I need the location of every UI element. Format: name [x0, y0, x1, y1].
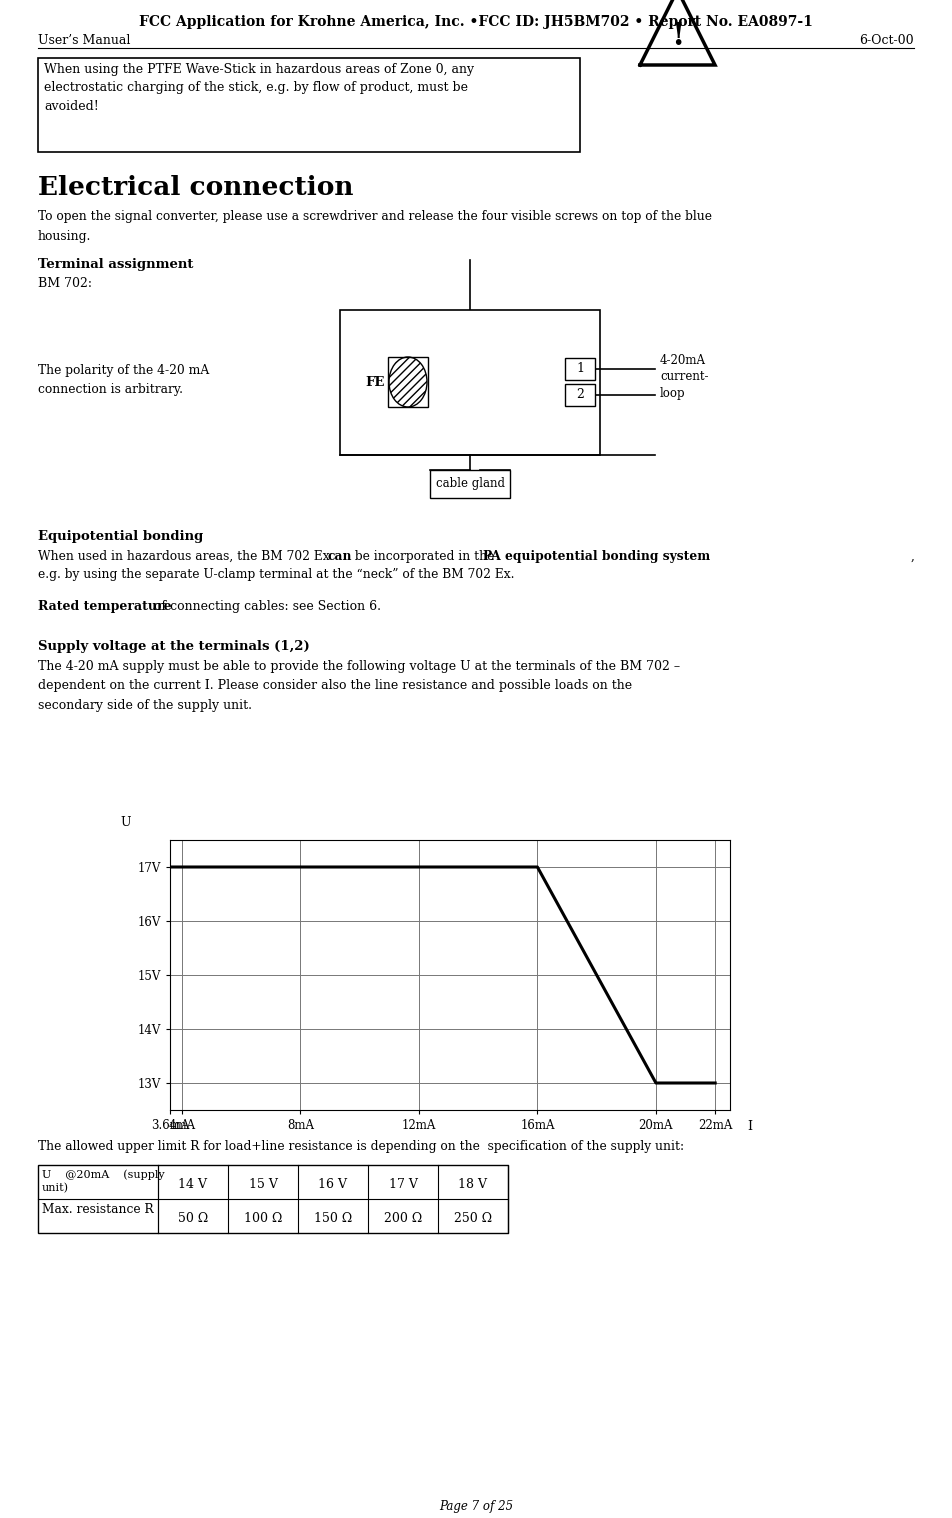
Bar — [340, 310, 600, 455]
Text: User’s Manual: User’s Manual — [38, 33, 130, 47]
Text: Terminal assignment: Terminal assignment — [38, 258, 193, 272]
Text: 4-20mA
current-
loop: 4-20mA current- loop — [660, 354, 708, 401]
Bar — [430, 471, 510, 498]
Text: When used in hazardous areas, the BM 702 Ex: When used in hazardous areas, the BM 702… — [38, 550, 333, 563]
Bar — [565, 384, 595, 405]
Text: Equipotential bonding: Equipotential bonding — [38, 530, 203, 543]
Text: !: ! — [671, 21, 684, 52]
Text: 18 V: 18 V — [459, 1178, 487, 1190]
Text: 200 Ω: 200 Ω — [384, 1211, 422, 1225]
Bar — [565, 358, 595, 380]
Text: 1: 1 — [576, 363, 584, 375]
Text: ,: , — [910, 550, 914, 563]
Text: Max. resistance R: Max. resistance R — [42, 1202, 153, 1216]
Text: e.g. by using the separate U-clamp terminal at the “neck” of the BM 702 Ex.: e.g. by using the separate U-clamp termi… — [38, 568, 514, 581]
Text: Rated temperature: Rated temperature — [38, 600, 171, 613]
Bar — [388, 357, 428, 407]
Text: FCC Application for Krohne America, Inc. •FCC ID: JH5BM702 • Report No. EA0897-1: FCC Application for Krohne America, Inc.… — [139, 15, 813, 29]
Text: 17 V: 17 V — [388, 1178, 417, 1190]
Text: be incorporated in the: be incorporated in the — [351, 550, 498, 563]
Text: PA equipotential bonding system: PA equipotential bonding system — [483, 550, 710, 563]
Text: 250 Ω: 250 Ω — [454, 1211, 492, 1225]
Text: 100 Ω: 100 Ω — [244, 1211, 282, 1225]
Text: The 4-20 mA supply must be able to provide the following voltage U at the termin: The 4-20 mA supply must be able to provi… — [38, 660, 680, 712]
Text: FE: FE — [366, 375, 385, 389]
Text: Page 7 of 25: Page 7 of 25 — [439, 1500, 513, 1513]
Text: 2: 2 — [576, 389, 584, 401]
Text: cable gland: cable gland — [435, 478, 505, 490]
Text: 14 V: 14 V — [179, 1178, 208, 1190]
Text: unit): unit) — [42, 1183, 69, 1193]
Text: 150 Ω: 150 Ω — [314, 1211, 352, 1225]
Text: BM 702:: BM 702: — [38, 276, 92, 290]
Text: To open the signal converter, please use a screwdriver and release the four visi: To open the signal converter, please use… — [38, 209, 712, 243]
Bar — [38, 58, 580, 152]
Text: U: U — [120, 817, 130, 829]
Text: U    @20mA    (supply: U @20mA (supply — [42, 1169, 165, 1179]
Text: 15 V: 15 V — [248, 1178, 277, 1190]
Text: When using the PTFE Wave-Stick in hazardous areas of Zone 0, any
electrostatic c: When using the PTFE Wave-Stick in hazard… — [44, 64, 474, 112]
Text: The allowed upper limit R for load+line resistance is depending on the  specific: The allowed upper limit R for load+line … — [38, 1140, 684, 1154]
Text: Electrical connection: Electrical connection — [38, 175, 353, 200]
Bar — [38, 1164, 508, 1233]
Text: Supply voltage at the terminals (1,2): Supply voltage at the terminals (1,2) — [38, 641, 309, 653]
Text: 50 Ω: 50 Ω — [178, 1211, 208, 1225]
Text: I: I — [746, 1120, 752, 1132]
Text: 6-Oct-00: 6-Oct-00 — [860, 33, 914, 47]
Text: can: can — [328, 550, 352, 563]
Text: The polarity of the 4-20 mA
connection is arbitrary.: The polarity of the 4-20 mA connection i… — [38, 364, 209, 396]
Ellipse shape — [389, 357, 427, 407]
Text: 16 V: 16 V — [319, 1178, 347, 1190]
Text: of connecting cables: see Section 6.: of connecting cables: see Section 6. — [150, 600, 381, 613]
